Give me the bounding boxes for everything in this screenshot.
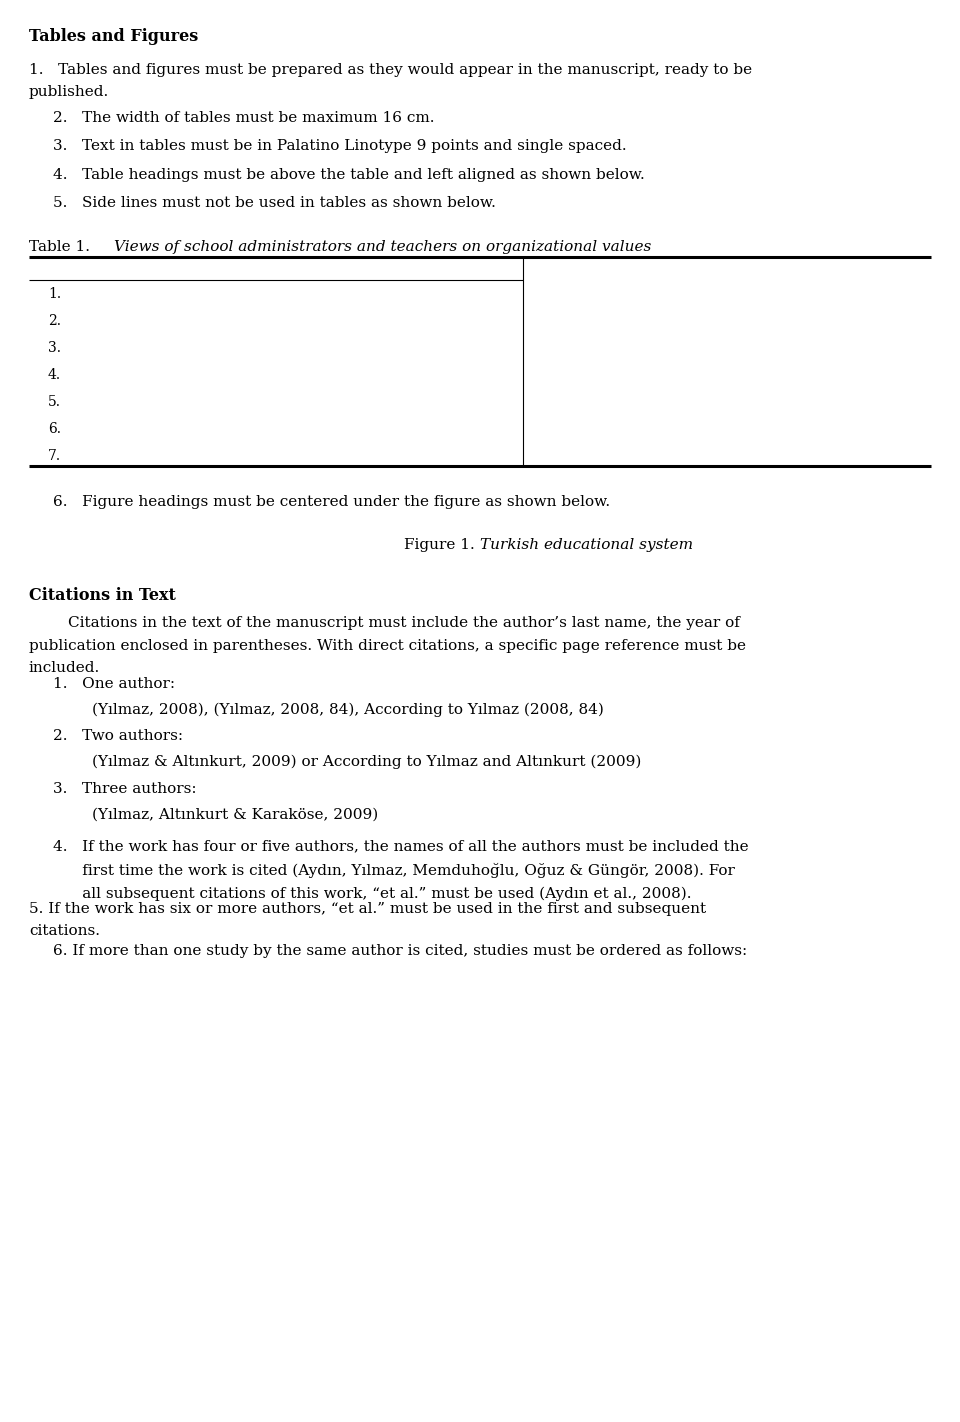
- Text: 5. If the work has six or more authors, “et al.” must be used in the first and s: 5. If the work has six or more authors, …: [29, 902, 706, 939]
- Text: (Yılmaz, Altınkurt & Karaköse, 2009): (Yılmaz, Altınkurt & Karaköse, 2009): [53, 808, 378, 822]
- Text: 4.   If the work has four or five authors, the names of all the authors must be : 4. If the work has four or five authors,…: [53, 839, 749, 902]
- Text: 6.   Figure headings must be centered under the figure as shown below.: 6. Figure headings must be centered unde…: [53, 495, 610, 509]
- Text: Turkish educational system: Turkish educational system: [480, 538, 693, 552]
- Text: Table 1.: Table 1.: [29, 240, 95, 255]
- Text: 2.: 2.: [48, 314, 61, 328]
- Text: 3.: 3.: [48, 341, 61, 356]
- Text: 4.   Table headings must be above the table and left aligned as shown below.: 4. Table headings must be above the tabl…: [53, 168, 644, 182]
- Text: 1.   One author:: 1. One author:: [53, 677, 175, 691]
- Text: Views of school administrators and teachers on organizational values: Views of school administrators and teach…: [114, 240, 651, 255]
- Text: 2.   The width of tables must be maximum 16 cm.: 2. The width of tables must be maximum 1…: [53, 111, 434, 125]
- Text: 3.   Three authors:: 3. Three authors:: [53, 782, 197, 796]
- Text: 7.: 7.: [48, 449, 61, 464]
- Text: (Yılmaz, 2008), (Yılmaz, 2008, 84), According to Yılmaz (2008, 84): (Yılmaz, 2008), (Yılmaz, 2008, 84), Acco…: [53, 702, 604, 717]
- Text: 4.: 4.: [48, 368, 61, 383]
- Text: 1.: 1.: [48, 287, 61, 301]
- Text: 1.   Tables and figures must be prepared as they would appear in the manuscript,: 1. Tables and figures must be prepared a…: [29, 63, 752, 100]
- Text: 6. If more than one study by the same author is cited, studies must be ordered a: 6. If more than one study by the same au…: [53, 944, 747, 958]
- Text: Figure 1.: Figure 1.: [404, 538, 480, 552]
- Text: Citations in Text: Citations in Text: [29, 587, 176, 604]
- Text: 2.   Two authors:: 2. Two authors:: [53, 729, 183, 744]
- Text: 3.   Text in tables must be in Palatino Linotype 9 points and single spaced.: 3. Text in tables must be in Palatino Li…: [53, 139, 627, 154]
- Text: Tables and Figures: Tables and Figures: [29, 28, 198, 46]
- Text: 5.: 5.: [48, 395, 61, 410]
- Text: 5.   Side lines must not be used in tables as shown below.: 5. Side lines must not be used in tables…: [53, 196, 495, 210]
- Text: 6.: 6.: [48, 422, 61, 437]
- Text: (Yılmaz & Altınkurt, 2009) or According to Yılmaz and Altınkurt (2009): (Yılmaz & Altınkurt, 2009) or According …: [53, 755, 641, 769]
- Text: Citations in the text of the manuscript must include the author’s last name, the: Citations in the text of the manuscript …: [29, 616, 746, 675]
